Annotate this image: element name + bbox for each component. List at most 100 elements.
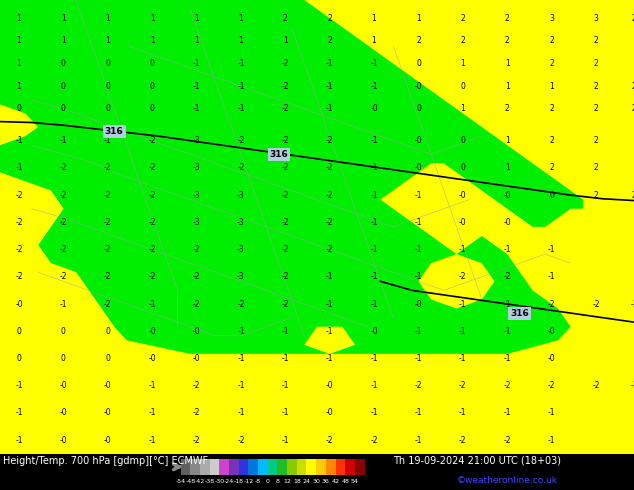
Text: -1: -1 [370, 408, 378, 417]
Text: 24: 24 [302, 479, 311, 484]
Text: -1: -1 [459, 354, 467, 363]
Text: -2: -2 [104, 272, 112, 281]
Text: -0: -0 [60, 381, 67, 390]
Text: -1: -1 [630, 381, 634, 390]
Text: -2: -2 [148, 272, 156, 281]
Text: -2: -2 [503, 272, 511, 281]
Text: 2: 2 [416, 36, 421, 46]
Text: 0: 0 [460, 82, 465, 91]
Text: -3: -3 [237, 218, 245, 227]
Text: 2: 2 [593, 136, 598, 145]
Text: -0: -0 [148, 354, 156, 363]
Polygon shape [0, 0, 634, 454]
Text: -1: -1 [326, 299, 333, 309]
Text: 0: 0 [105, 59, 110, 68]
Polygon shape [0, 172, 634, 454]
Text: 0: 0 [16, 104, 22, 113]
Text: -0: -0 [326, 381, 333, 390]
Text: -1: -1 [148, 381, 156, 390]
Bar [219, 459, 229, 475]
Text: -2: -2 [193, 381, 200, 390]
Text: -38: -38 [205, 479, 215, 484]
Text: 0: 0 [61, 354, 66, 363]
Bar [239, 459, 249, 475]
Text: -2: -2 [60, 191, 67, 199]
Text: -1: -1 [281, 381, 289, 390]
Text: -2: -2 [326, 191, 333, 199]
Text: -1: -1 [370, 299, 378, 309]
Text: 0: 0 [16, 354, 22, 363]
Text: -2: -2 [326, 218, 333, 227]
Text: -0: -0 [415, 299, 422, 309]
Text: 1: 1 [505, 136, 510, 145]
Text: -1: -1 [415, 245, 422, 254]
Text: 1: 1 [61, 36, 66, 46]
Text: -0: -0 [459, 218, 467, 227]
Text: 1: 1 [460, 59, 465, 68]
Bar [258, 459, 268, 475]
Text: -1: -1 [281, 408, 289, 417]
Text: -1: -1 [415, 327, 422, 336]
Text: 0: 0 [61, 327, 66, 336]
Text: -1: -1 [459, 327, 467, 336]
Text: -2: -2 [60, 218, 67, 227]
Text: -2: -2 [370, 436, 378, 444]
Text: 0: 0 [549, 191, 554, 199]
Text: -42: -42 [195, 479, 205, 484]
Text: 0: 0 [460, 136, 465, 145]
Text: -2: -2 [592, 299, 600, 309]
Text: -1: -1 [503, 245, 511, 254]
Text: 0: 0 [416, 104, 421, 113]
Text: 2: 2 [631, 82, 634, 91]
Text: -30: -30 [214, 479, 224, 484]
Text: -2: -2 [281, 82, 289, 91]
Text: -1: -1 [281, 436, 289, 444]
Text: -2: -2 [104, 191, 112, 199]
Text: -1: -1 [237, 381, 245, 390]
Text: 1: 1 [61, 14, 66, 23]
Text: 0: 0 [61, 104, 66, 113]
Text: 0: 0 [105, 327, 110, 336]
Polygon shape [418, 254, 495, 309]
Text: 2: 2 [460, 36, 465, 46]
Text: -3: -3 [237, 272, 245, 281]
Text: -12: -12 [243, 479, 254, 484]
Text: -2: -2 [15, 218, 23, 227]
Bar [345, 459, 355, 475]
Text: -1: -1 [503, 327, 511, 336]
Text: -3: -3 [193, 218, 200, 227]
Text: 2: 2 [631, 191, 634, 199]
Text: 1: 1 [194, 36, 199, 46]
Text: -1: -1 [148, 408, 156, 417]
Text: 2: 2 [327, 14, 332, 23]
Text: -2: -2 [193, 408, 200, 417]
Text: 3: 3 [593, 14, 598, 23]
Text: -2: -2 [281, 245, 289, 254]
Text: 0: 0 [61, 59, 66, 68]
Bar [249, 459, 258, 475]
Text: -2: -2 [326, 136, 333, 145]
Text: 0: 0 [150, 104, 155, 113]
Text: -3: -3 [237, 245, 245, 254]
Text: -1: -1 [415, 272, 422, 281]
Bar [355, 459, 365, 475]
Text: 1: 1 [238, 36, 243, 46]
Text: -3: -3 [193, 136, 200, 145]
Text: -54: -54 [176, 479, 186, 484]
Text: 0: 0 [61, 82, 66, 91]
Text: 12: 12 [283, 479, 291, 484]
Text: 2: 2 [549, 59, 554, 68]
Text: -1: -1 [459, 408, 467, 417]
Text: -1: -1 [326, 354, 333, 363]
Text: -1: -1 [15, 408, 23, 417]
Text: -3: -3 [193, 163, 200, 172]
Text: -0: -0 [503, 218, 511, 227]
Text: 54: 54 [351, 479, 359, 484]
Text: -1: -1 [60, 299, 67, 309]
Text: ©weatheronline.co.uk: ©weatheronline.co.uk [456, 476, 557, 485]
Text: -1: -1 [548, 245, 555, 254]
Text: 8: 8 [276, 479, 280, 484]
Text: -1: -1 [370, 59, 378, 68]
Text: -2: -2 [503, 436, 511, 444]
Text: 2: 2 [505, 36, 510, 46]
